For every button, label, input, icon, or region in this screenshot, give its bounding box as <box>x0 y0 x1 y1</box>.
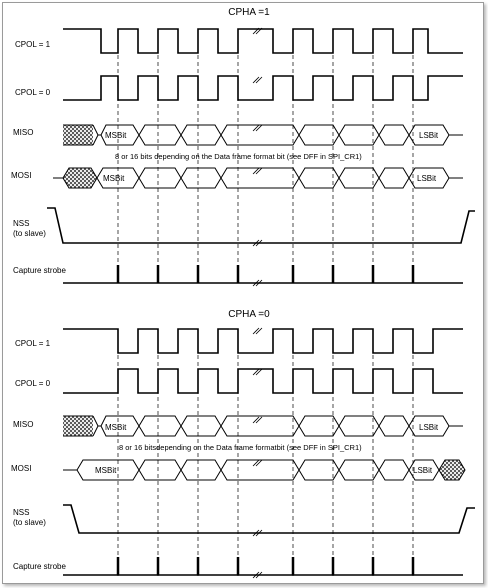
waveform-cpol1 <box>63 28 463 54</box>
waveform-cpol0 <box>63 75 463 101</box>
label-nss: NSS <box>13 219 29 228</box>
label-mosi: MOSI <box>11 171 31 180</box>
bus-mosi <box>63 459 466 481</box>
label-cpol0: CPOL = 0 <box>15 88 51 97</box>
label-cpol1: CPOL = 1 <box>15 40 51 49</box>
waveform-nss <box>47 207 475 244</box>
mosi-msbit: MSBit <box>95 466 117 475</box>
bus-mosi <box>53 167 463 189</box>
diagram-frame: CPHA =1 CPOL = 1 CPOL = 0 MISO MOSI NSS … <box>2 2 484 584</box>
break-marks <box>252 327 263 579</box>
miso-msbit: MSBit <box>105 423 127 432</box>
diagram-cpha1: CPHA =1 CPOL = 1 CPOL = 0 MISO MOSI NSS … <box>11 7 475 287</box>
label-miso: MISO <box>13 128 33 137</box>
miso-lsbit: LSBit <box>419 423 439 432</box>
diagram-title: CPHA =0 <box>228 309 270 320</box>
label-capture: Capture strobe <box>13 562 66 571</box>
waveform-nss <box>63 504 475 534</box>
label-mosi: MOSI <box>11 464 31 473</box>
mosi-msbit: MSBit <box>103 174 125 183</box>
guide-lines <box>117 355 414 577</box>
bus-miso <box>63 415 463 437</box>
frame-note: 8 or 16 bitsdepending on the Data frame … <box>119 443 362 452</box>
capture-strobes <box>116 557 415 575</box>
miso-lsbit: LSBit <box>419 131 439 140</box>
hatch-fill <box>63 125 93 145</box>
timing-diagrams: CPHA =1 CPOL = 1 CPOL = 0 MISO MOSI NSS … <box>11 7 475 579</box>
diagram-cpha0: CPHA =0 CPOL = 1 CPOL = 0 MISO MOSI NSS … <box>11 309 475 579</box>
diagram-title: CPHA =1 <box>228 7 270 18</box>
label-nss-sub: (to slave) <box>13 518 46 527</box>
label-capture: Capture strobe <box>13 266 66 275</box>
bus-miso <box>63 124 463 146</box>
mosi-lsbit: LSBit <box>417 174 437 183</box>
label-cpol0: CPOL = 0 <box>15 379 51 388</box>
waveform-cpol0 <box>63 368 463 394</box>
label-nss: NSS <box>13 508 29 517</box>
waveform-cpol1 <box>63 328 463 354</box>
hatch-fill <box>63 416 93 436</box>
miso-msbit: MSBit <box>105 131 127 140</box>
break-marks <box>252 27 263 287</box>
label-cpol1: CPOL = 1 <box>15 339 51 348</box>
guide-lines <box>117 55 414 285</box>
label-nss-sub: (to slave) <box>13 229 46 238</box>
capture-strobes <box>116 265 415 283</box>
label-miso: MISO <box>13 420 33 429</box>
frame-note: 8 or 16 bits depending on the Data frame… <box>115 152 362 161</box>
mosi-lsbit: LSBit <box>413 466 433 475</box>
